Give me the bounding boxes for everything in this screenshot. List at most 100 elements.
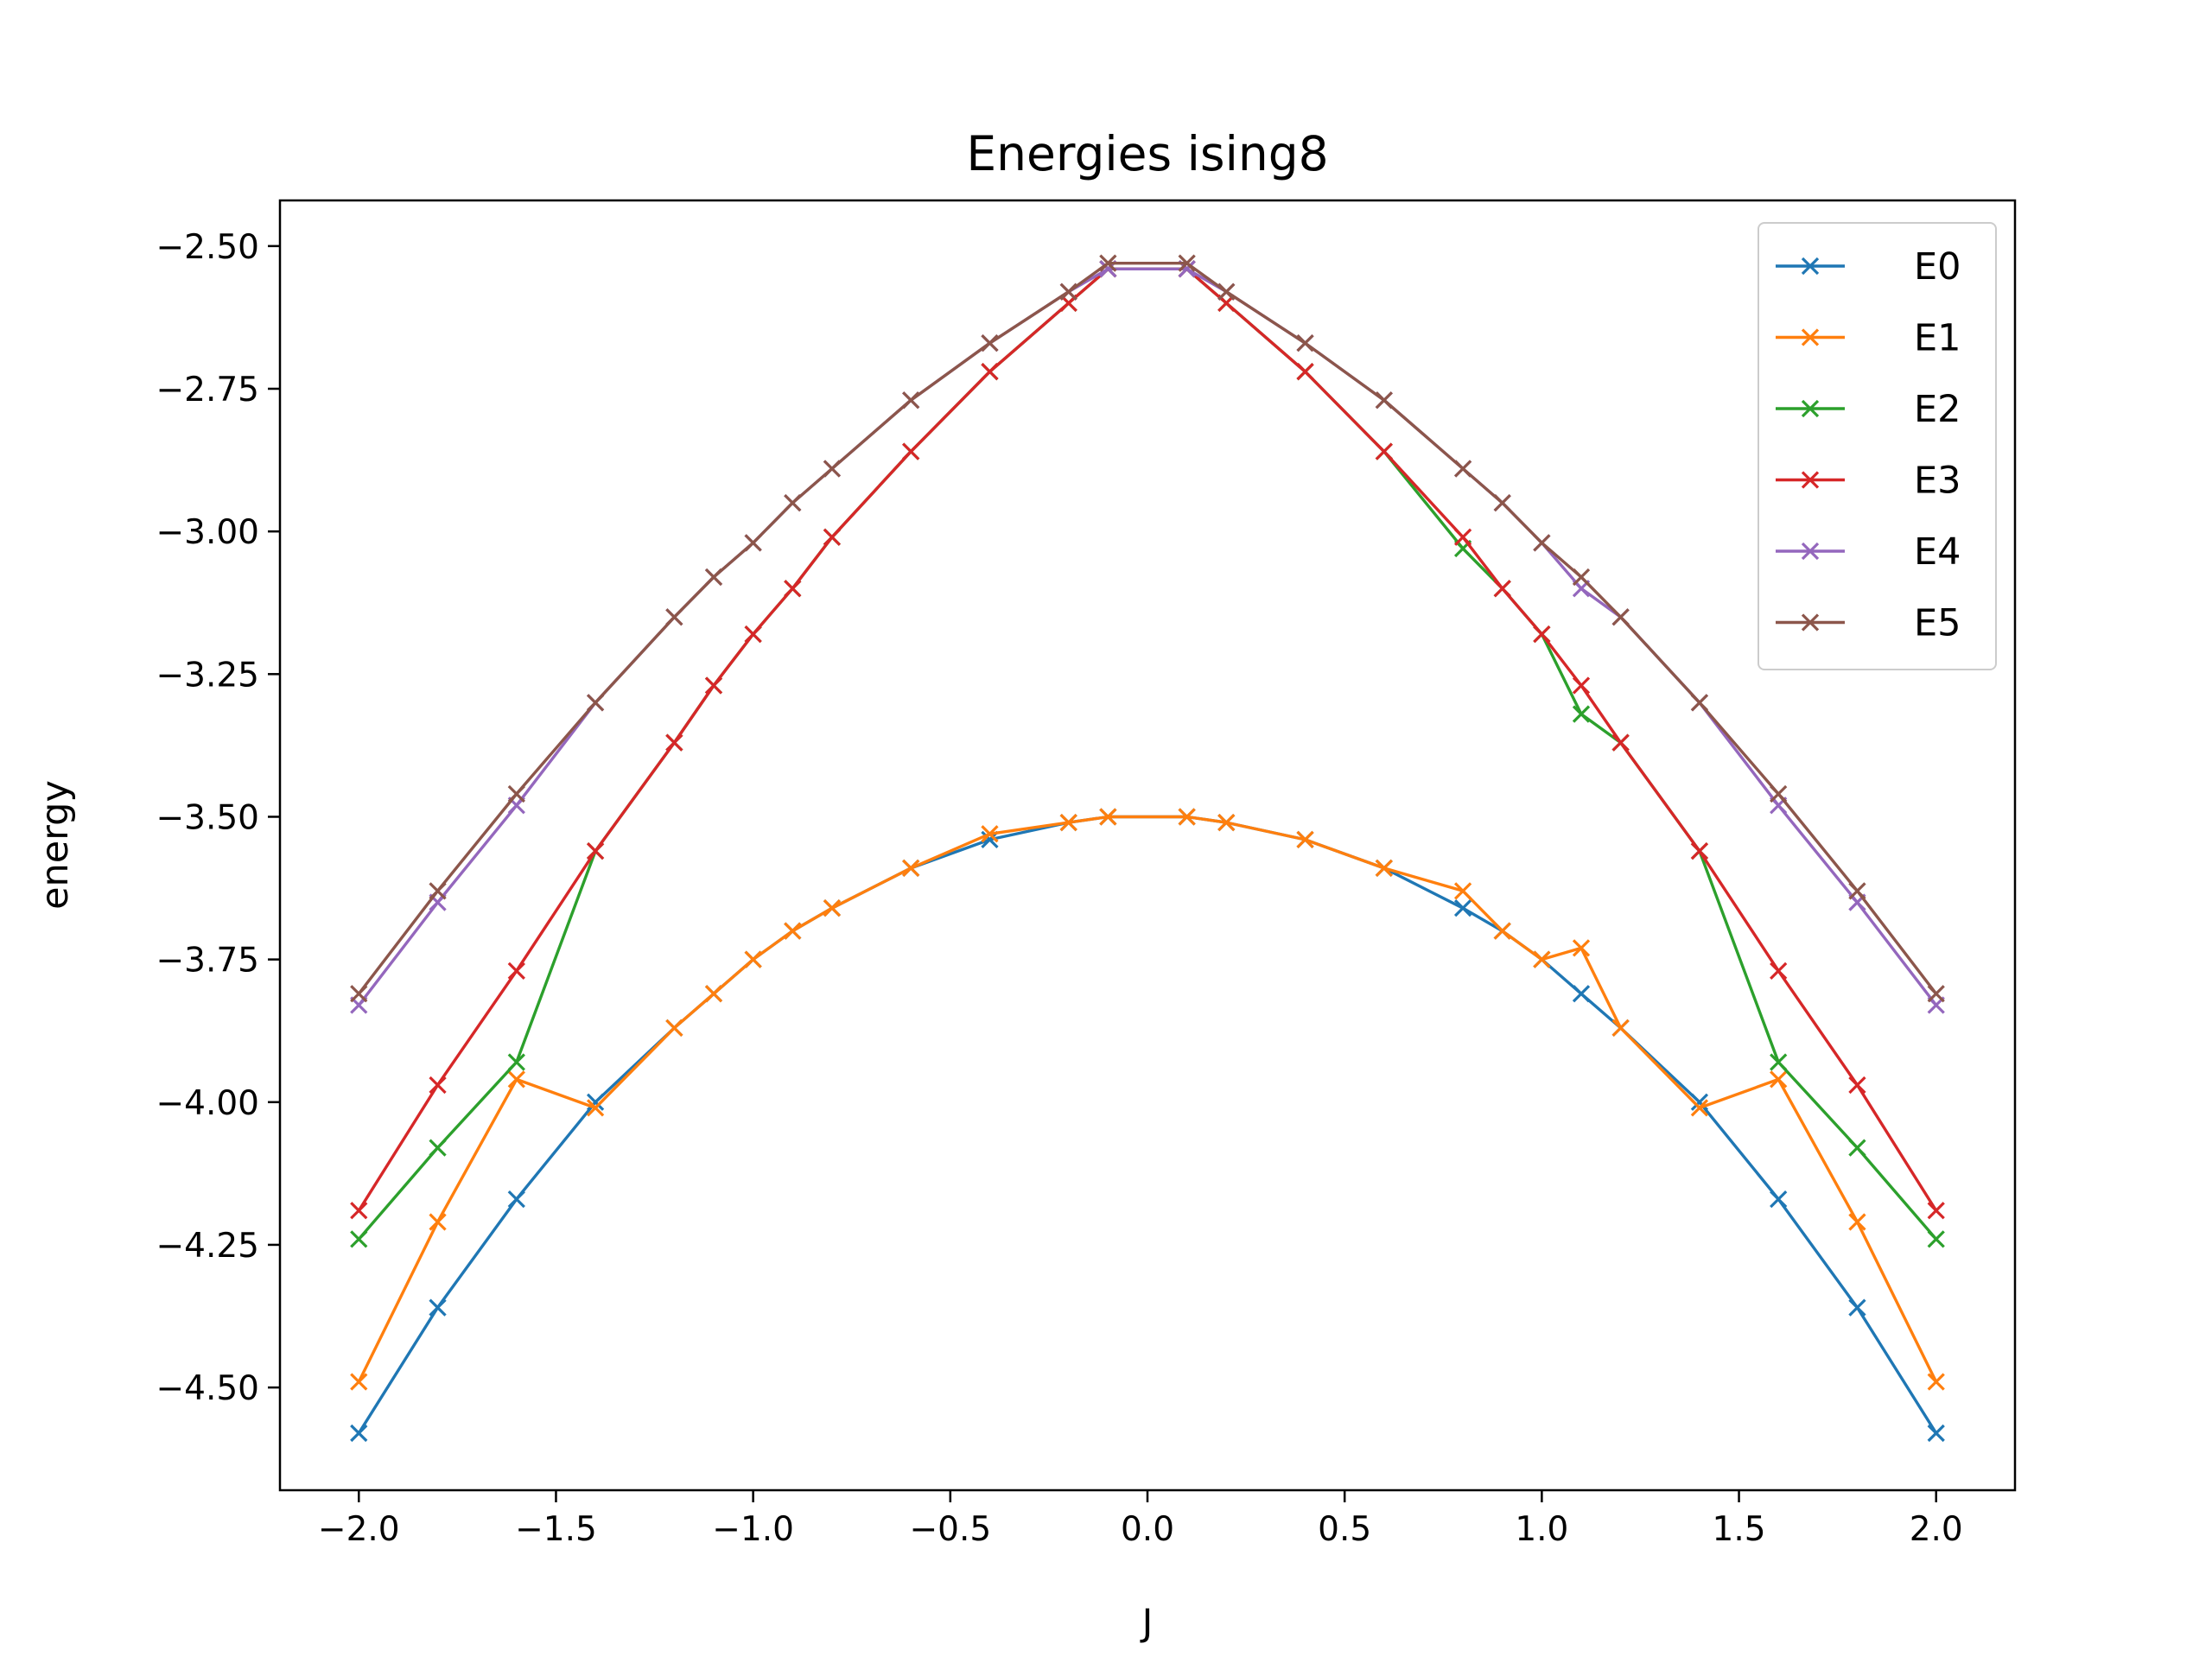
data-point-E3-8	[823, 528, 842, 546]
data-point-E3-4	[665, 733, 683, 752]
data-point-E3-6	[744, 625, 762, 644]
series-E5	[350, 254, 1945, 1003]
data-point-E5-3	[586, 694, 605, 712]
data-point-E1-18	[1493, 922, 1511, 940]
legend: E0 E1 E2 E3 E4 E5	[1758, 222, 1997, 670]
data-point-E5-21	[1611, 608, 1630, 626]
data-point-E3-23	[1770, 962, 1788, 980]
data-point-E1-8	[823, 899, 842, 917]
data-point-E3-16	[1375, 442, 1393, 460]
data-point-E0-1	[429, 1298, 447, 1317]
x-tick-label: −0.5	[909, 1510, 991, 1549]
x-tick-label: 1.5	[1713, 1510, 1766, 1549]
data-point-E3-22	[1690, 841, 1709, 860]
y-tick-label: −3.25	[156, 656, 259, 695]
data-point-E5-18	[1493, 493, 1511, 512]
data-point-E5-11	[1059, 282, 1077, 301]
data-point-E3-3	[586, 841, 605, 860]
data-point-E0-2	[507, 1190, 525, 1209]
data-point-E3-19	[1533, 625, 1551, 644]
data-point-E0-0	[350, 1424, 368, 1443]
x-tick-label: 0.0	[1121, 1510, 1174, 1549]
legend-entry-E4: E4	[1776, 530, 1961, 574]
y-tick-label: −2.75	[156, 371, 259, 409]
data-point-E5-7	[784, 493, 802, 512]
data-point-E1-20	[1572, 939, 1591, 957]
data-point-E0-17	[1453, 899, 1472, 917]
data-point-E5-5	[704, 568, 723, 587]
data-point-E5-24	[1848, 882, 1866, 900]
data-point-E1-9	[902, 859, 920, 878]
data-point-E1-21	[1611, 1019, 1630, 1038]
data-point-E1-6	[744, 950, 762, 968]
data-point-E3-15	[1296, 363, 1314, 381]
data-point-E1-1	[429, 1213, 447, 1231]
legend-entry-E2: E2	[1776, 388, 1961, 431]
data-point-E5-20	[1572, 568, 1591, 587]
data-point-E1-22	[1690, 1099, 1709, 1117]
legend-marker-E2	[1801, 399, 1820, 418]
legend-label-E2: E2	[1914, 388, 1961, 431]
data-point-E5-1	[429, 882, 447, 900]
legend-entry-E1: E1	[1776, 317, 1961, 360]
data-point-E3-21	[1611, 733, 1630, 752]
data-point-E1-15	[1296, 830, 1314, 849]
data-point-E3-5	[704, 676, 723, 695]
data-point-E5-8	[823, 460, 842, 478]
data-point-E1-4	[665, 1019, 683, 1038]
y-tick-label: −3.75	[156, 942, 259, 981]
legend-label-E1: E1	[1914, 317, 1961, 360]
y-tick-label: −2.50	[156, 228, 259, 267]
data-point-E1-13	[1178, 808, 1196, 826]
x-tick-label: 2.0	[1910, 1510, 1963, 1549]
data-point-E2-25	[1927, 1230, 1945, 1248]
data-point-E3-17	[1453, 528, 1472, 546]
data-point-E3-2	[507, 962, 525, 980]
y-tick-label: −4.00	[156, 1084, 259, 1123]
data-point-E5-15	[1296, 334, 1314, 352]
data-point-E5-16	[1375, 391, 1393, 409]
legend-marker-E3	[1801, 471, 1820, 489]
y-tick-label: −4.25	[156, 1227, 259, 1266]
data-point-E0-23	[1770, 1190, 1788, 1209]
data-point-E1-25	[1927, 1373, 1945, 1391]
data-point-E1-7	[784, 922, 802, 940]
data-point-E3-20	[1572, 676, 1591, 695]
data-point-E1-10	[981, 825, 999, 843]
data-point-E3-25	[1927, 1202, 1945, 1220]
series-E1	[350, 808, 1945, 1391]
data-point-E1-19	[1533, 950, 1551, 968]
data-point-E1-23	[1770, 1070, 1788, 1089]
data-point-E0-20	[1572, 985, 1591, 1003]
plot-area	[350, 254, 1945, 1443]
legend-marker-E4	[1801, 542, 1820, 561]
data-point-E1-24	[1848, 1213, 1866, 1231]
data-point-E5-0	[350, 985, 368, 1003]
x-axis-label: J	[1140, 1602, 1154, 1645]
data-point-E5-12	[1099, 254, 1117, 272]
data-point-E0-24	[1848, 1298, 1866, 1317]
data-point-E2-20	[1572, 705, 1591, 723]
data-point-E5-19	[1533, 534, 1551, 552]
data-point-E5-2	[507, 784, 525, 803]
data-point-E3-1	[429, 1076, 447, 1095]
data-point-E2-0	[350, 1230, 368, 1248]
data-point-E3-9	[902, 442, 920, 460]
legend-label-E3: E3	[1914, 460, 1961, 503]
data-point-E2-2	[507, 1053, 525, 1071]
y-tick-label: −4.50	[156, 1369, 259, 1408]
legend-label-E0: E0	[1914, 245, 1961, 289]
legend-marker-E5	[1801, 613, 1820, 632]
data-point-E5-6	[744, 534, 762, 552]
data-point-E5-23	[1770, 784, 1788, 803]
data-point-E5-25	[1927, 985, 1945, 1003]
x-tick-label: −2.0	[318, 1510, 400, 1549]
legend-marker-E0	[1801, 257, 1820, 276]
data-point-E1-3	[586, 1099, 605, 1117]
y-tick-label: −3.00	[156, 513, 259, 552]
y-axis-label: energy	[34, 780, 77, 910]
data-point-E0-25	[1927, 1424, 1945, 1443]
data-point-E5-13	[1178, 254, 1196, 272]
